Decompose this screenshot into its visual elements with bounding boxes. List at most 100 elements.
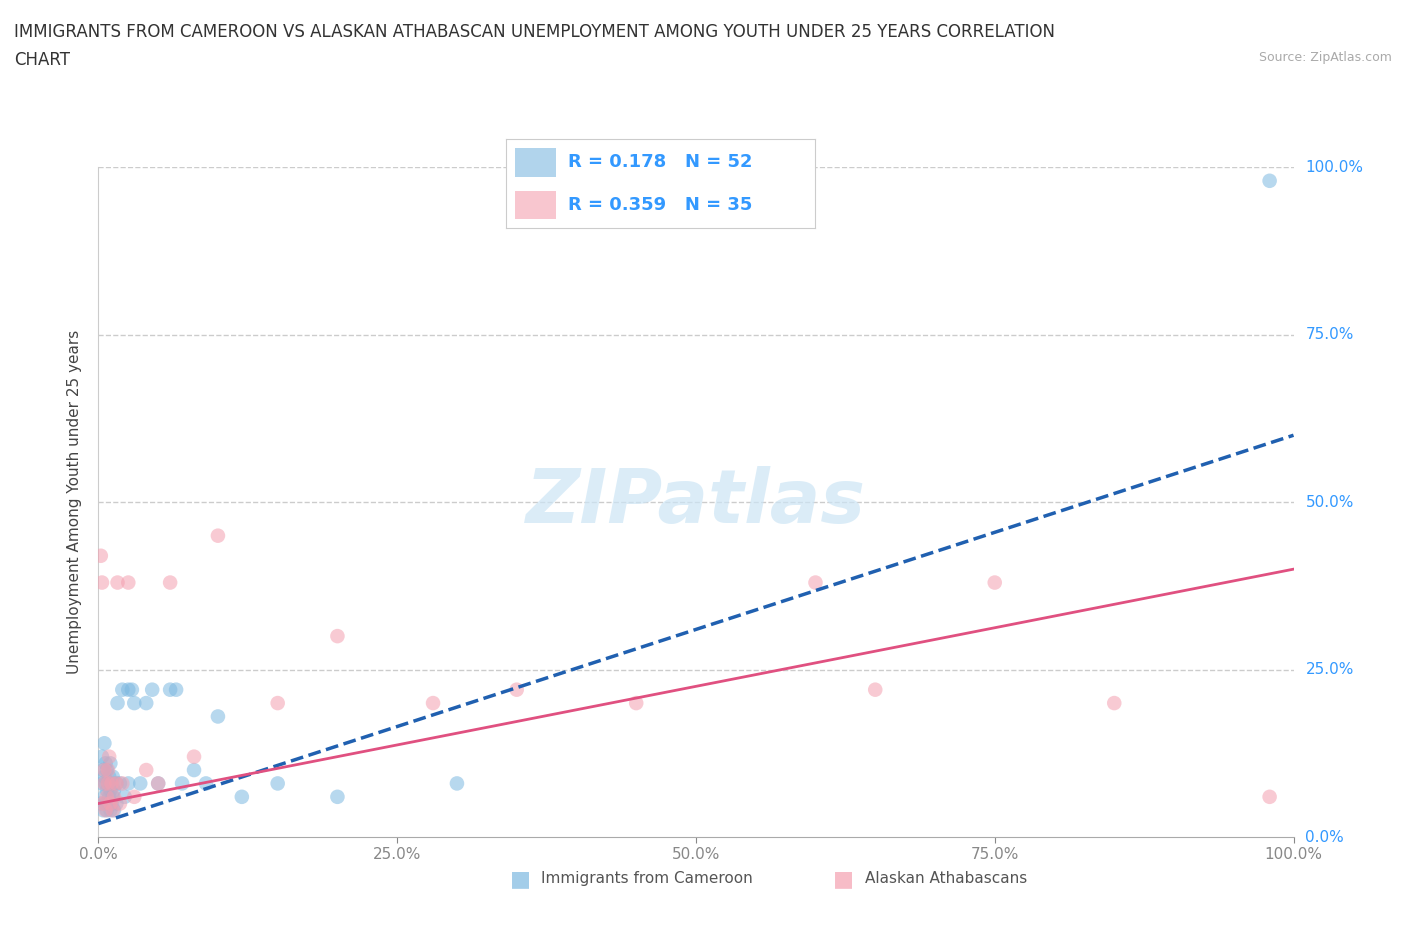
Point bbox=[114, 790, 136, 804]
Point bbox=[1102, 696, 1125, 711]
Point bbox=[506, 683, 529, 698]
Point bbox=[129, 776, 152, 790]
FancyBboxPatch shape bbox=[516, 149, 555, 177]
Point bbox=[91, 803, 114, 817]
Point bbox=[101, 769, 124, 784]
Point bbox=[983, 575, 1005, 590]
Point bbox=[267, 776, 290, 790]
Point bbox=[148, 776, 170, 790]
Point bbox=[93, 763, 115, 777]
Point bbox=[98, 750, 121, 764]
Point bbox=[97, 763, 120, 777]
Text: IMMIGRANTS FROM CAMEROON VS ALASKAN ATHABASCAN UNEMPLOYMENT AMONG YOUTH UNDER 25: IMMIGRANTS FROM CAMEROON VS ALASKAN ATHA… bbox=[14, 23, 1054, 41]
Point bbox=[207, 528, 229, 543]
Point bbox=[91, 763, 114, 777]
Point bbox=[93, 769, 115, 784]
Point bbox=[105, 776, 128, 790]
Text: ■: ■ bbox=[510, 869, 530, 889]
Point bbox=[326, 629, 349, 644]
Point bbox=[93, 776, 115, 790]
Text: 100.0%: 100.0% bbox=[1305, 160, 1364, 175]
Point bbox=[446, 776, 468, 790]
Point bbox=[231, 790, 253, 804]
Point bbox=[98, 769, 121, 784]
Point bbox=[422, 696, 444, 711]
Point bbox=[97, 776, 120, 790]
Point bbox=[159, 575, 181, 590]
Point bbox=[98, 803, 122, 817]
Point bbox=[183, 750, 205, 764]
Point bbox=[141, 683, 163, 698]
Point bbox=[172, 776, 194, 790]
Point bbox=[183, 763, 205, 777]
Point bbox=[105, 776, 128, 790]
Text: Immigrants from Cameroon: Immigrants from Cameroon bbox=[541, 871, 754, 886]
Y-axis label: Unemployment Among Youth under 25 years: Unemployment Among Youth under 25 years bbox=[67, 330, 83, 674]
Text: 50.0%: 50.0% bbox=[1305, 495, 1354, 510]
Point bbox=[94, 776, 117, 790]
Text: CHART: CHART bbox=[14, 51, 70, 69]
Point bbox=[108, 776, 131, 790]
Point bbox=[96, 803, 118, 817]
Text: R = 0.178   N = 52: R = 0.178 N = 52 bbox=[568, 153, 752, 171]
Point bbox=[94, 803, 117, 817]
Point bbox=[159, 683, 181, 698]
Point bbox=[101, 803, 124, 817]
Text: 75.0%: 75.0% bbox=[1305, 327, 1354, 342]
Point bbox=[101, 790, 124, 804]
Point bbox=[148, 776, 170, 790]
Text: Source: ZipAtlas.com: Source: ZipAtlas.com bbox=[1258, 51, 1392, 64]
Point bbox=[1258, 173, 1281, 188]
Point bbox=[624, 696, 647, 711]
Point bbox=[94, 796, 117, 811]
Point bbox=[135, 696, 157, 711]
Point bbox=[100, 796, 122, 811]
Point bbox=[326, 790, 349, 804]
Point bbox=[93, 790, 115, 804]
Text: 0.0%: 0.0% bbox=[1305, 830, 1344, 844]
Point bbox=[105, 796, 128, 811]
Point bbox=[98, 790, 121, 804]
Point bbox=[1258, 790, 1281, 804]
Point bbox=[107, 575, 129, 590]
Text: Alaskan Athabascans: Alaskan Athabascans bbox=[865, 871, 1026, 886]
Point bbox=[91, 776, 114, 790]
Text: 25.0%: 25.0% bbox=[1305, 662, 1354, 677]
Point bbox=[117, 776, 139, 790]
Point bbox=[107, 696, 129, 711]
Point bbox=[103, 803, 125, 817]
Point bbox=[111, 776, 134, 790]
Point bbox=[103, 783, 125, 798]
Point bbox=[96, 783, 118, 798]
Point bbox=[100, 776, 122, 790]
Point bbox=[165, 683, 187, 698]
Point bbox=[97, 776, 120, 790]
Point bbox=[804, 575, 827, 590]
Text: ZIPatlas: ZIPatlas bbox=[526, 466, 866, 538]
Point bbox=[117, 683, 139, 698]
Point bbox=[90, 796, 112, 811]
Point bbox=[100, 776, 122, 790]
Point bbox=[863, 683, 886, 698]
Point bbox=[194, 776, 217, 790]
Point bbox=[94, 756, 117, 771]
Point bbox=[96, 763, 118, 777]
Point bbox=[90, 549, 112, 564]
Point bbox=[97, 796, 120, 811]
Point bbox=[96, 790, 118, 804]
Point bbox=[111, 683, 134, 698]
Point bbox=[98, 756, 122, 771]
Point bbox=[267, 696, 290, 711]
Point bbox=[98, 783, 122, 798]
Point bbox=[135, 763, 157, 777]
FancyBboxPatch shape bbox=[516, 191, 555, 219]
Point bbox=[91, 575, 114, 590]
Point bbox=[124, 696, 146, 711]
Point bbox=[91, 796, 114, 811]
Point bbox=[117, 575, 139, 590]
Text: R = 0.359   N = 35: R = 0.359 N = 35 bbox=[568, 196, 752, 214]
Point bbox=[91, 750, 114, 764]
Point bbox=[124, 790, 146, 804]
Point bbox=[207, 709, 229, 724]
Point bbox=[93, 736, 115, 751]
